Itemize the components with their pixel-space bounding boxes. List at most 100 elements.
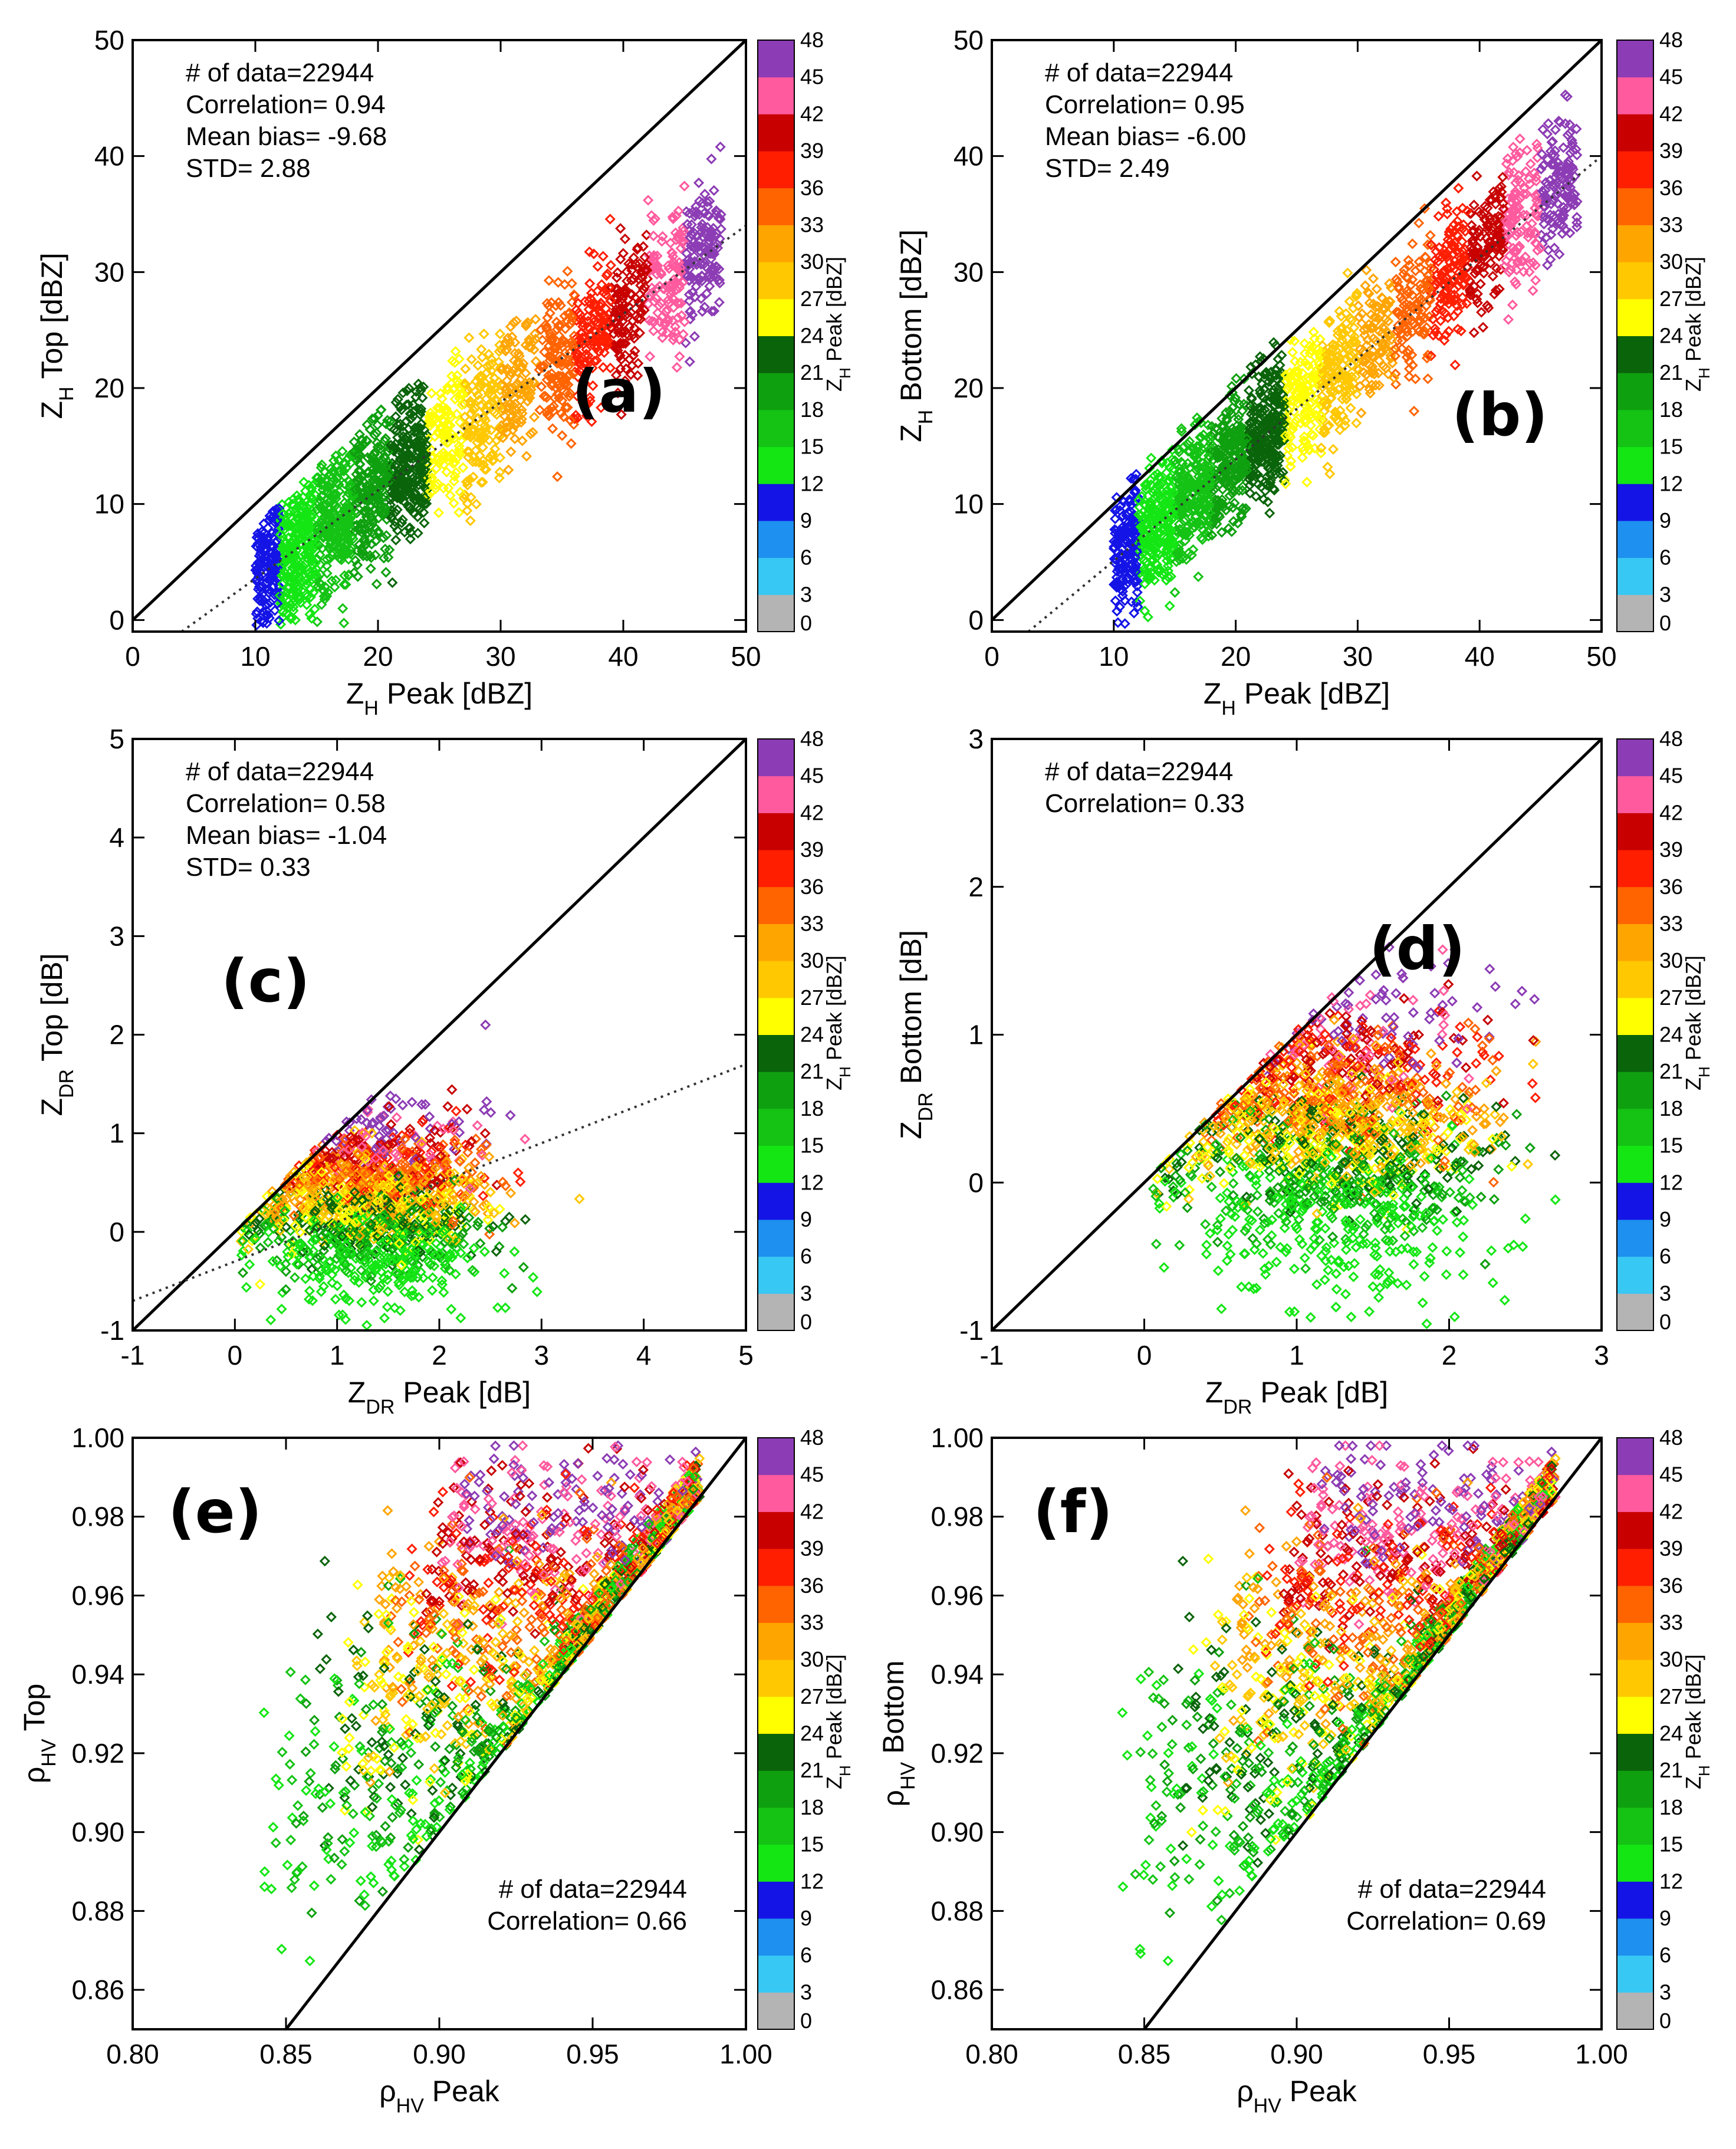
scatter-point [337, 603, 348, 614]
points-a [250, 141, 726, 630]
scatter-point [714, 277, 725, 289]
scatter-point [1366, 379, 1377, 390]
scatter-point [390, 474, 402, 485]
scatter-point [672, 297, 683, 308]
scatter-point [353, 1277, 364, 1288]
scatter-point [591, 342, 603, 354]
colorbar-tick-label: 15 [1659, 435, 1683, 459]
scatter-point [1117, 510, 1129, 521]
colorbar-tick-label: 9 [1659, 508, 1671, 533]
scatter-point [1478, 208, 1490, 219]
scatter-point [282, 583, 294, 594]
scatter-point [438, 428, 449, 439]
scatter-point [380, 462, 391, 474]
scatter-point [1360, 377, 1371, 389]
colorbar-title: ZH Peak [dBZ] [1681, 257, 1713, 392]
scatter-point [275, 529, 286, 540]
scatter-point [685, 305, 696, 317]
scatter-point [1232, 518, 1244, 529]
scatter-point [339, 570, 350, 581]
scatter-point [600, 303, 611, 314]
scatter-point [639, 281, 650, 293]
scatter-point [269, 575, 281, 586]
scatter-point [1112, 606, 1123, 617]
scatter-point [1421, 353, 1433, 364]
scatter-point [1204, 507, 1215, 518]
scatter-point [1216, 498, 1228, 509]
scatter-point [1376, 292, 1388, 303]
scatter-point [501, 388, 512, 399]
scatter-point [615, 254, 626, 265]
scatter-point [1155, 479, 1166, 491]
scatter-point [1520, 166, 1531, 177]
scatter-point [292, 514, 304, 525]
scatter-point [1291, 366, 1303, 377]
scatter-point [656, 298, 667, 309]
scatter-point [1413, 218, 1425, 229]
scatter-point [255, 615, 267, 627]
scatter-point [1472, 288, 1483, 300]
scatter-point [353, 497, 364, 508]
scatter-point [617, 316, 629, 327]
scatter-point [446, 370, 458, 382]
scatter-point [495, 423, 507, 435]
scatter-point [322, 486, 333, 497]
scatter-point [572, 413, 583, 424]
scatter-point [465, 399, 476, 410]
scatter-point [1513, 175, 1524, 186]
scatter-point [404, 477, 415, 488]
scatter-point [656, 236, 668, 247]
scatter-point [1449, 359, 1461, 370]
scatter-point [269, 563, 281, 575]
colorbar-tick-label: 45 [1659, 65, 1683, 89]
scatter-point [410, 386, 422, 397]
scatter-point [384, 544, 395, 556]
scatter-point [1423, 281, 1434, 293]
colorbar-tick-label: 18 [1659, 397, 1683, 422]
scatter-point [1497, 198, 1509, 209]
scatter-point [1227, 476, 1238, 487]
scatter-point [1350, 354, 1362, 366]
scatter-point [342, 454, 353, 465]
scatter-point [541, 374, 553, 386]
colorbar-segment [1617, 40, 1653, 78]
scatter-point [562, 265, 573, 277]
scatter-point [1362, 334, 1373, 346]
scatter-point [421, 498, 432, 510]
scatter-point [1268, 400, 1280, 412]
scatter-point [583, 321, 594, 333]
scatter-point [1216, 462, 1228, 474]
scatter-point [653, 300, 665, 311]
scatter-point [457, 1228, 468, 1240]
colorbar-tick-label: 21 [1659, 360, 1683, 385]
scatter-point [455, 389, 466, 400]
scatter-point [597, 315, 609, 326]
colorbar-tick-label: 18 [800, 397, 824, 422]
scatter-point [307, 505, 318, 517]
x-tick-label: 50 [1586, 641, 1616, 672]
scatter-point [500, 346, 511, 357]
scatter-point [1272, 398, 1284, 410]
colorbar-tick-label: 48 [1659, 28, 1683, 52]
scatter-point [373, 526, 384, 537]
scatter-point [632, 370, 643, 381]
colorbar-title-sub: H [1695, 367, 1713, 379]
scatter-point [472, 389, 484, 400]
scatter-point [392, 419, 404, 431]
colorbar-tick-label: 21 [800, 360, 824, 385]
scatter-point [676, 297, 687, 309]
colorbar-segment [758, 557, 794, 595]
scatter-point [1390, 368, 1401, 380]
scatter-point [1532, 142, 1543, 154]
scatter-point [1526, 218, 1538, 229]
scatter-point [688, 251, 700, 262]
scatter-point [1289, 366, 1300, 377]
scatter-point [636, 272, 648, 284]
scatter-point [1550, 124, 1561, 136]
scatter-point [592, 261, 603, 272]
scatter-point [482, 360, 493, 372]
colorbar-segment [1617, 409, 1653, 448]
colorbar-segment [1617, 298, 1653, 336]
scatter-point [715, 213, 726, 225]
scatter-point [1270, 435, 1281, 446]
